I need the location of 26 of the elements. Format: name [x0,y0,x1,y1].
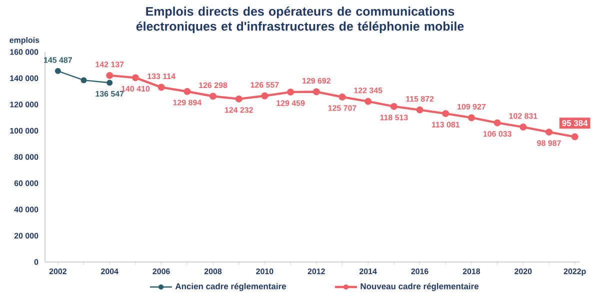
point [364,98,372,105]
point [442,110,450,118]
point [468,114,475,122]
point [210,92,216,100]
point [416,106,424,114]
point [571,133,578,140]
data-label: 95 384 [562,120,588,126]
point [132,74,139,82]
point [80,77,87,84]
legend-label: Ancien cadre réglementaire [175,282,286,292]
point [158,84,165,91]
point [106,80,113,86]
point [312,88,320,96]
point [494,119,501,126]
point [338,94,346,101]
chart-title: Emplois directs des opérateurs de communications électroniques et d'infrastructures de téléphonie mobile [136,6,464,34]
legend-label: Nouveau cadre réglementaire [360,282,479,292]
point [106,72,114,79]
point [261,92,268,100]
point [54,68,61,74]
point [287,88,294,96]
point [545,128,552,136]
point [184,88,191,96]
point [520,124,527,131]
point [390,102,398,110]
point [235,95,242,102]
